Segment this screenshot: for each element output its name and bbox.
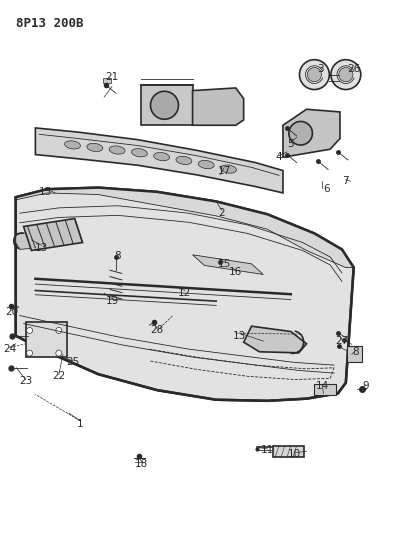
Text: 11: 11 <box>261 446 274 455</box>
Circle shape <box>289 122 312 145</box>
Text: 2: 2 <box>219 208 225 218</box>
Text: 8: 8 <box>115 251 121 261</box>
Polygon shape <box>16 188 354 268</box>
Circle shape <box>299 60 329 90</box>
Circle shape <box>27 350 33 356</box>
Text: 12: 12 <box>178 288 191 298</box>
FancyBboxPatch shape <box>26 322 67 357</box>
Text: 1: 1 <box>77 419 84 429</box>
Text: 3: 3 <box>317 64 323 74</box>
Ellipse shape <box>131 149 147 157</box>
FancyBboxPatch shape <box>141 85 193 125</box>
Text: 15: 15 <box>217 259 231 269</box>
Circle shape <box>331 60 361 90</box>
Ellipse shape <box>64 141 81 149</box>
Text: 4: 4 <box>276 152 282 162</box>
FancyBboxPatch shape <box>314 384 336 395</box>
FancyBboxPatch shape <box>273 446 304 457</box>
Text: 19: 19 <box>105 296 119 306</box>
Polygon shape <box>193 255 263 274</box>
Polygon shape <box>283 109 340 157</box>
Text: 20: 20 <box>5 307 18 317</box>
Text: 10: 10 <box>288 449 301 459</box>
Ellipse shape <box>220 165 237 173</box>
Text: 13: 13 <box>35 243 48 253</box>
Text: 9: 9 <box>362 382 369 391</box>
Polygon shape <box>16 232 39 249</box>
Text: 6: 6 <box>323 184 329 194</box>
Circle shape <box>307 68 321 82</box>
Text: 7: 7 <box>343 176 349 186</box>
Text: 24: 24 <box>3 344 17 354</box>
Polygon shape <box>193 88 244 125</box>
Text: 23: 23 <box>19 376 32 386</box>
Circle shape <box>339 68 353 82</box>
Circle shape <box>151 91 178 119</box>
Circle shape <box>56 327 62 334</box>
Text: 16: 16 <box>229 267 242 277</box>
Text: 17: 17 <box>217 166 231 175</box>
Text: 25: 25 <box>66 358 79 367</box>
FancyBboxPatch shape <box>347 346 362 362</box>
Circle shape <box>27 327 33 334</box>
Ellipse shape <box>87 143 103 151</box>
Text: 5: 5 <box>288 139 294 149</box>
Text: 13: 13 <box>233 331 246 341</box>
Text: 15: 15 <box>39 187 52 197</box>
Text: 14: 14 <box>316 382 329 391</box>
Ellipse shape <box>109 146 125 154</box>
Text: 27: 27 <box>335 336 349 346</box>
Text: 26: 26 <box>347 64 360 74</box>
Polygon shape <box>35 128 283 193</box>
Polygon shape <box>244 326 307 353</box>
Polygon shape <box>16 188 354 401</box>
Text: 28: 28 <box>151 326 164 335</box>
Text: 22: 22 <box>52 371 66 381</box>
Ellipse shape <box>154 152 170 160</box>
Text: 21: 21 <box>105 72 119 82</box>
Ellipse shape <box>198 160 214 168</box>
Text: 18: 18 <box>135 459 148 469</box>
Polygon shape <box>24 219 83 251</box>
FancyBboxPatch shape <box>103 78 111 83</box>
Circle shape <box>56 350 62 356</box>
Ellipse shape <box>176 156 192 165</box>
Text: 8P13 200B: 8P13 200B <box>16 17 83 30</box>
Text: 8: 8 <box>353 347 359 357</box>
